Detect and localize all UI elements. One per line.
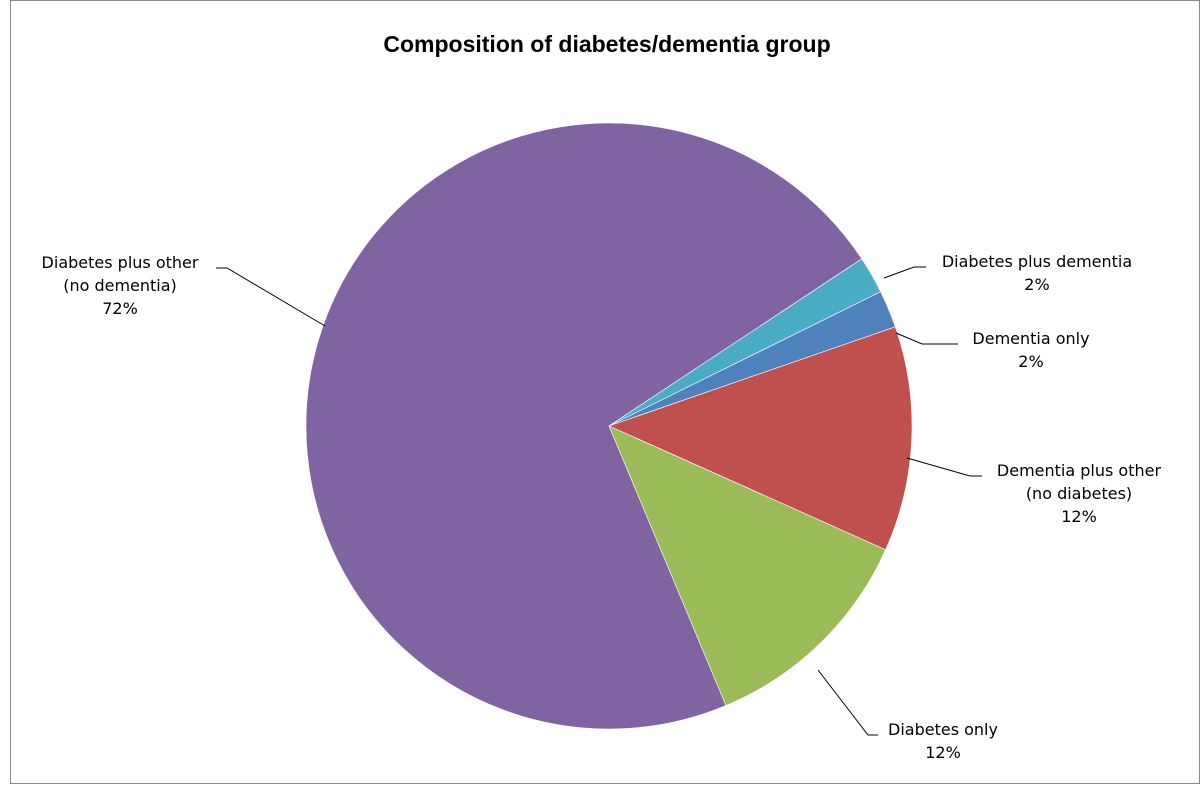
chart-title: Composition of diabetes/dementia group (383, 31, 830, 57)
leader-line-diabetes-only (817, 669, 878, 736)
leader-lines (216, 266, 982, 736)
data-labels: Diabetes plus dementia 2%Dementia only 2%D… (42, 252, 1162, 762)
pie-slice-diabetes-only (608, 425, 886, 706)
data-label-category: Dementia plus other (997, 461, 1162, 480)
data-label-value: 72% (102, 299, 138, 318)
data-label-value: 12% (925, 743, 961, 762)
data-label-category: (no dementia) (63, 276, 177, 295)
data-label-value: 12% (1061, 507, 1097, 526)
data-label-value: 2% (1018, 352, 1043, 371)
data-label-diabetes-plus-other: Diabetes plus other (no dementia) 72% (42, 253, 199, 318)
data-label-dementia-only: Dementia only 2% (972, 329, 1089, 371)
leader-line-dementia-plus-other (906, 457, 982, 477)
data-label-value: 2% (1024, 275, 1049, 294)
data-label-category: Diabetes plus dementia (942, 252, 1132, 271)
leader-line-diabetes-plus-other (216, 267, 326, 327)
data-label-category: Diabetes only (888, 720, 998, 739)
data-label-diabetes-only: Diabetes only 12% (888, 720, 998, 762)
data-label-diabetes-plus-dementia: Diabetes plus dementia 2% (942, 252, 1132, 294)
data-label-dementia-plus-other: Dementia plus other (no diabetes) 12% (997, 461, 1162, 526)
data-label-category: Diabetes plus other (42, 253, 199, 272)
data-label-category: Dementia only (972, 329, 1089, 348)
pie-slice-diabetes-plus-other (305, 122, 863, 730)
leader-line-dementia-only (895, 332, 958, 345)
leader-line-diabetes-plus-dementia (883, 266, 926, 279)
pie-slices (305, 122, 913, 730)
pie-slice-dementia-plus-other (608, 326, 913, 551)
data-label-category: (no diabetes) (1026, 484, 1132, 503)
